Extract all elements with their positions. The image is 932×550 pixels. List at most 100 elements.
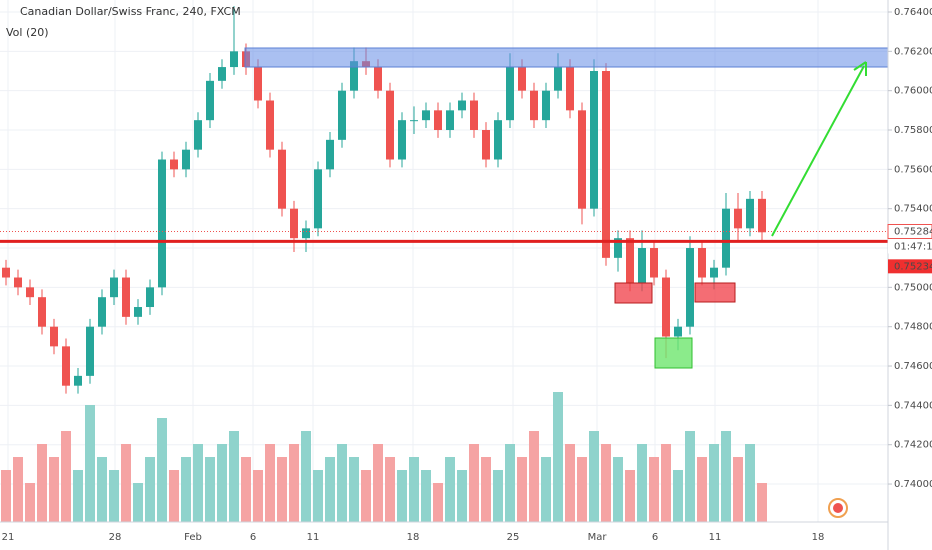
candle-body (158, 159, 166, 288)
volume-bar (541, 457, 551, 522)
candle-body (758, 198, 766, 233)
x-tick-label: 28 (109, 532, 122, 543)
volume-bar (97, 457, 107, 522)
volume-bar (601, 444, 611, 522)
candle-body (626, 238, 634, 284)
chart-title: Canadian Dollar/Swiss Franc, 240, FXCM (20, 5, 241, 18)
candle-body (122, 277, 130, 317)
volume-bar (25, 483, 35, 522)
countdown-label: 01:47:11 (894, 241, 932, 252)
candle-body (734, 208, 742, 229)
volume-bar (385, 457, 395, 522)
event-icon-dot (833, 503, 843, 513)
candle-body (614, 238, 622, 258)
volume-bar (133, 483, 143, 522)
volume-bar (109, 470, 119, 522)
candle-body (50, 326, 58, 347)
volume-bar (265, 444, 275, 522)
candle-body (578, 110, 586, 209)
candle-body (650, 248, 658, 278)
candle-body (710, 267, 718, 278)
candle-body (674, 326, 682, 337)
volume-bar (673, 470, 683, 522)
candle-body (38, 297, 46, 327)
candle-body (338, 90, 346, 140)
candle-body (266, 100, 274, 150)
level-price-label: 0.75234 (894, 261, 932, 272)
volume-bar (49, 457, 59, 522)
candle-body (314, 169, 322, 229)
y-tick-label: 0.75600 (894, 164, 932, 175)
candle-body (398, 120, 406, 160)
x-tick-label: 6 (652, 532, 658, 543)
candle-body (446, 110, 454, 131)
y-tick-label: 0.75000 (894, 282, 932, 293)
volume-bar (505, 444, 515, 522)
candle-body (470, 100, 478, 131)
level-price-tag (888, 259, 932, 274)
volume-bar (409, 457, 419, 522)
volume-bar (733, 457, 743, 522)
volume-bar (289, 444, 299, 522)
candle-body (2, 267, 10, 278)
x-tick-label: 25 (507, 532, 520, 543)
volume-bar (697, 457, 707, 522)
candle-body (254, 67, 262, 101)
candle-body (218, 67, 226, 81)
candle-body (686, 248, 694, 327)
volume-bar (649, 457, 659, 522)
candle-body (146, 287, 154, 308)
volume-bar (85, 405, 95, 522)
candle-body (494, 120, 502, 160)
volume-bar (337, 444, 347, 522)
volume-bar (661, 444, 671, 522)
candle-body (746, 198, 754, 229)
indicator-label: Vol (20) (6, 26, 49, 39)
candle-body (422, 110, 430, 121)
y-tick-label: 0.74600 (894, 361, 932, 372)
volume-bar (313, 470, 323, 522)
x-tick-label: 11 (709, 532, 722, 543)
support-box (614, 282, 653, 304)
candle-body (590, 71, 598, 209)
candle-body (386, 90, 394, 160)
volume-bar (709, 444, 719, 522)
candle-body (542, 90, 550, 121)
volume-bar (73, 470, 83, 522)
candle-body (14, 277, 22, 288)
y-tick-label: 0.74200 (894, 440, 932, 451)
projection-arrow (771, 65, 865, 237)
volume-bar (637, 444, 647, 522)
volume-bar (397, 470, 407, 522)
candle-body (698, 248, 706, 278)
candle-body (170, 159, 178, 170)
volume-bar (481, 457, 491, 522)
candle-body (602, 71, 610, 258)
y-tick-label: 0.76000 (894, 86, 932, 97)
volume-bar (757, 483, 767, 522)
x-tick-label: Feb (184, 532, 202, 543)
volume-bar (145, 457, 155, 522)
volume-bar (61, 431, 71, 522)
volume-pane (1, 392, 767, 522)
drawings (244, 47, 889, 369)
y-tick-label: 0.75400 (894, 204, 932, 215)
candle-body (290, 208, 298, 239)
volume-bar (517, 457, 527, 522)
candle-body (278, 149, 286, 209)
candle-body (530, 90, 538, 121)
volume-bar (421, 470, 431, 522)
resistance-zone (244, 47, 889, 68)
low-box (654, 337, 693, 369)
volume-bar (577, 457, 587, 522)
candle-body (554, 67, 562, 91)
volume-bar (685, 431, 695, 522)
volume-bar (625, 470, 635, 522)
x-tick-label: 6 (250, 532, 256, 543)
candle-body (194, 120, 202, 150)
candle-body (74, 375, 82, 386)
candle-body (98, 297, 106, 327)
candle-body (206, 80, 214, 121)
volume-bar (349, 457, 359, 522)
